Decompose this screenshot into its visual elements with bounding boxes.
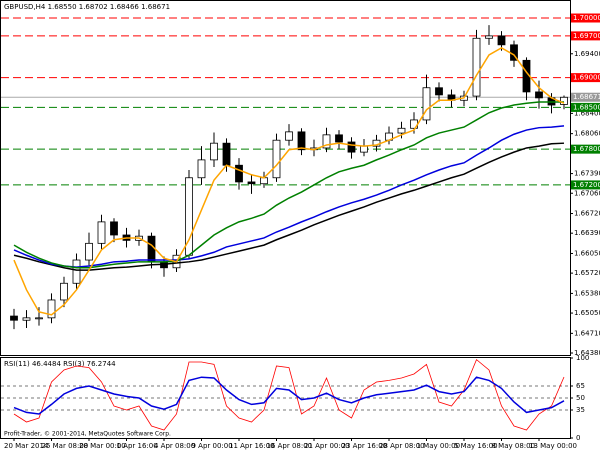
x-tick-label: 13 May 00:00 xyxy=(529,442,577,450)
y-tick-label: 50 xyxy=(576,394,585,402)
current-price-box xyxy=(571,92,600,102)
level-box xyxy=(571,13,600,23)
candle-body xyxy=(560,96,568,105)
y-tick-label: 1.66050 xyxy=(574,249,600,257)
candle-body xyxy=(22,317,31,321)
y-tick-label: 1.67060 xyxy=(574,189,600,197)
main-panel xyxy=(0,0,571,356)
series-line xyxy=(13,46,565,316)
candle-body xyxy=(60,282,68,301)
y-tick-label: 100 xyxy=(576,354,589,362)
footer: Profit-Trader, © 2001-2014, MetaQuotes S… xyxy=(4,431,171,438)
candle-body xyxy=(72,259,81,284)
series-line xyxy=(13,376,565,415)
level-box xyxy=(571,144,600,154)
y-tick-label: 1.65050 xyxy=(574,309,600,317)
candle-body xyxy=(247,181,256,185)
x-tick-label: 8 May 08:00 xyxy=(492,442,536,450)
current-price-label: 1.68671 xyxy=(573,93,600,101)
y-tick-label: 1.69400 xyxy=(574,50,600,58)
x-tick-label: 1 May 00:00 xyxy=(417,442,461,450)
y-tick-label: 1.64710 xyxy=(574,329,600,337)
x-tick-label: 4 Apr 08:00 xyxy=(154,442,195,450)
candle-body xyxy=(422,87,431,121)
x-tick-label: 25 Mar 08:00 xyxy=(42,442,89,450)
candle-body xyxy=(485,35,493,39)
y-tick-label: 1.68400 xyxy=(574,109,600,117)
y-tick-label: 1.65380 xyxy=(574,289,600,297)
candle-body xyxy=(472,37,481,97)
x-tick-label: 20 Mar 2014 xyxy=(4,442,49,450)
candle-body xyxy=(110,221,118,236)
x-tick-label: 21 Apr 00:00 xyxy=(304,442,350,450)
series-line xyxy=(13,125,565,268)
y-tick-label: 1.68060 xyxy=(574,130,600,138)
candle-body xyxy=(535,91,543,99)
candle-body xyxy=(272,139,281,179)
y-tick-label: 1.64380 xyxy=(574,349,600,357)
candle-body xyxy=(497,35,506,46)
level-label: 1.67200 xyxy=(573,181,600,189)
candle-body xyxy=(360,145,368,153)
candle-body xyxy=(222,142,231,166)
candle-body xyxy=(147,235,156,263)
candle-body xyxy=(322,134,331,149)
level-label: 1.70000 xyxy=(573,14,600,22)
y-tick-label: 1.67390 xyxy=(574,170,600,178)
chart-title: GBPUSD,H4 1.68550 1.68702 1.68466 1.6867… xyxy=(4,3,170,11)
level-label: 1.68500 xyxy=(573,103,600,111)
x-tick-label: 28 Apr 08:00 xyxy=(379,442,425,450)
y-tick-label: 1.65720 xyxy=(574,269,600,277)
rsi-title: RSI(11) 46.4484 RSI(3) 76.2744 xyxy=(4,360,116,368)
y-tick-label: 35 xyxy=(576,406,585,414)
x-tick-label: 28 Mar 00:00 xyxy=(79,442,126,450)
candle-body xyxy=(197,159,206,179)
candle-body xyxy=(35,317,43,320)
level-box xyxy=(571,180,600,190)
y-tick-label: 1.66390 xyxy=(574,229,600,237)
x-tick-label: 23 Apr 16:00 xyxy=(342,442,388,450)
candle-body xyxy=(85,242,93,261)
candle-body xyxy=(235,164,243,183)
series-line xyxy=(13,358,565,431)
candle-body xyxy=(435,87,443,96)
level-label: 1.67800 xyxy=(573,145,600,153)
y-tick-label: 1.66720 xyxy=(574,210,600,218)
candle-body xyxy=(297,131,306,151)
candle-body xyxy=(47,299,56,319)
candle-body xyxy=(285,131,293,141)
level-box xyxy=(571,73,600,83)
level-box xyxy=(571,102,600,112)
candle-body xyxy=(335,134,343,143)
series-line xyxy=(13,142,565,271)
candle-body xyxy=(97,221,106,244)
series-line xyxy=(13,101,564,269)
candle-body xyxy=(397,127,406,134)
x-tick-label: 11 Apr 16:00 xyxy=(229,442,275,450)
level-label: 1.69000 xyxy=(573,74,600,82)
x-tick-label: 1 Apr 16:00 xyxy=(117,442,158,450)
x-tick-label: 9 Apr 00:00 xyxy=(192,442,233,450)
y-tick-label: 0 xyxy=(576,434,580,442)
candle-body xyxy=(210,142,218,161)
level-box xyxy=(571,31,600,41)
x-tick-label: 16 Apr 08:00 xyxy=(267,442,313,450)
x-tick-label: 5 May 16:00 xyxy=(454,442,498,450)
y-tick-label: 65 xyxy=(576,382,585,390)
candle-body xyxy=(347,141,356,153)
candle-body xyxy=(260,177,268,185)
level-label: 1.69700 xyxy=(573,32,600,40)
candle-body xyxy=(10,315,18,321)
